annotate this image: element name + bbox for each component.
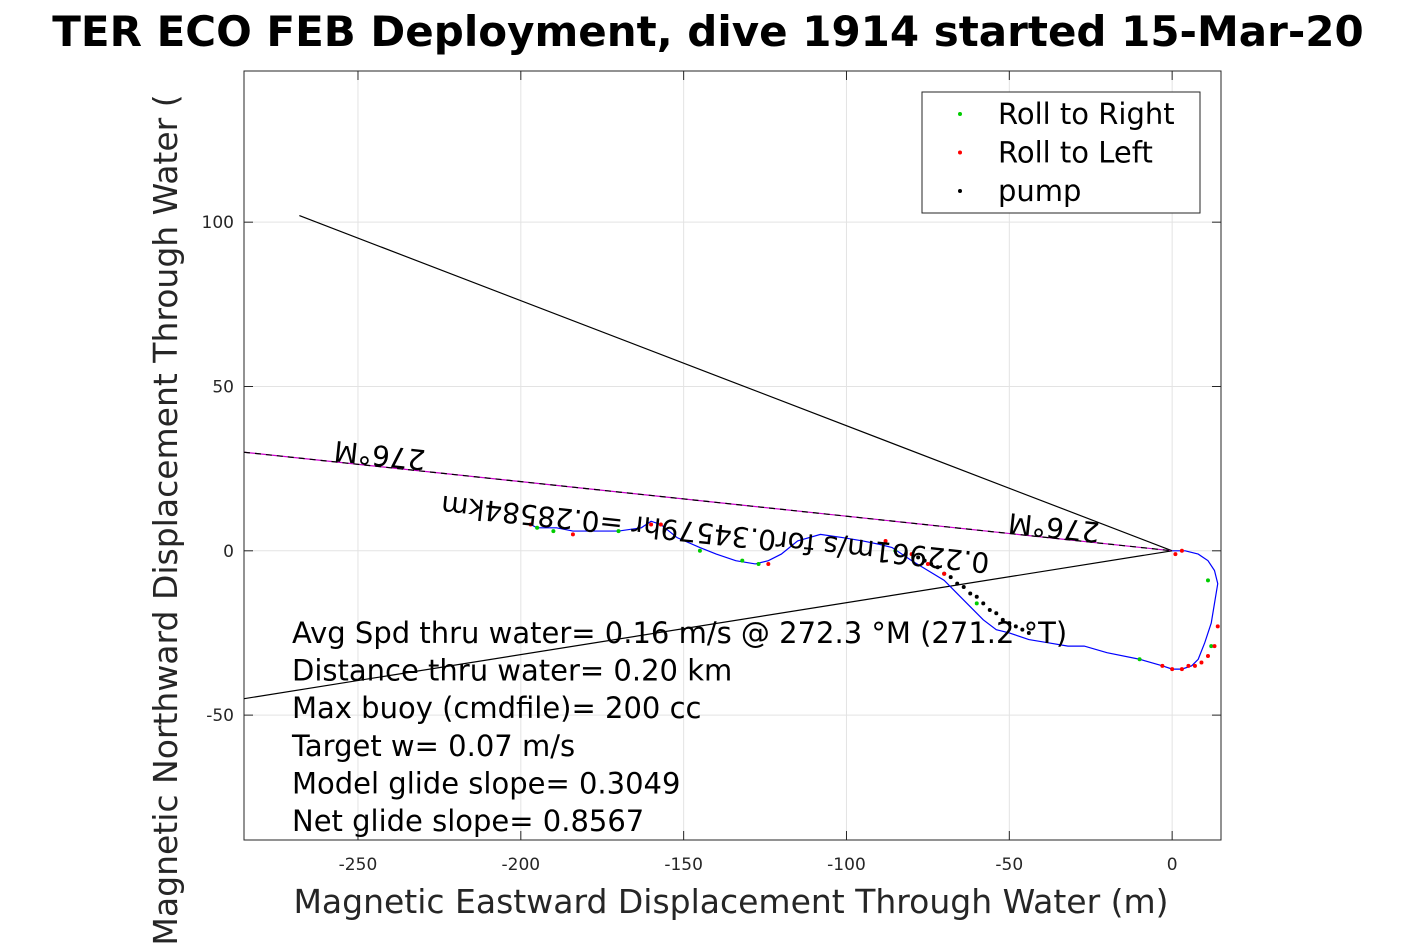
legend-label: Roll to Left <box>998 136 1153 170</box>
roll-right-point <box>697 548 702 553</box>
reference-line <box>299 215 1173 552</box>
roll-left-point <box>1170 667 1175 672</box>
pump-point <box>1013 624 1018 629</box>
legend-label: pump <box>998 174 1081 208</box>
roll-left-point <box>1212 644 1217 649</box>
legend-marker <box>958 150 962 155</box>
x-tick-label: 0 <box>1167 855 1178 875</box>
stat-line: Distance thru water= 0.20 km <box>292 654 732 688</box>
x-tick-label: -150 <box>664 855 703 875</box>
legend-label: Roll to Right <box>998 97 1175 131</box>
pump-point <box>961 584 966 589</box>
x-tick-label: -100 <box>827 855 866 875</box>
pump-point <box>1000 617 1005 622</box>
roll-left-point <box>1199 660 1204 665</box>
roll-left-point <box>1179 667 1184 672</box>
pump-point <box>981 601 986 606</box>
line-annotation: 276°M <box>333 434 428 476</box>
roll-right-point <box>535 525 540 530</box>
stat-line: Model glide slope= 0.3049 <box>292 766 680 800</box>
pump-point <box>1007 621 1012 626</box>
pump-point <box>994 611 999 616</box>
legend: Roll to Right Roll to Left pump <box>921 91 1201 214</box>
roll-right-point <box>1209 644 1214 649</box>
roll-left-point <box>1173 552 1178 557</box>
roll-right-point <box>740 558 745 563</box>
roll-left-point <box>570 532 575 537</box>
y-tick-label: 50 <box>212 377 234 397</box>
roll-left-point <box>658 522 663 527</box>
roll-right-point <box>756 561 761 566</box>
legend-marker <box>958 112 962 116</box>
pump-point <box>955 581 960 586</box>
roll-left-point <box>925 561 930 566</box>
y-tick-label: 100 <box>202 213 234 233</box>
pump-point <box>1020 627 1025 632</box>
plot-frame <box>243 70 1222 841</box>
stat-line: Target w= 0.07 m/s <box>291 729 575 763</box>
roll-right-point <box>1205 578 1210 583</box>
line-annotation: 276°M <box>1007 506 1102 548</box>
stat-line: Avg Spd thru water= 0.16 m/s @ 272.3 °M … <box>292 616 1067 650</box>
pump-point <box>935 565 940 570</box>
roll-left-point <box>1186 663 1191 668</box>
y-tick-label: -50 <box>206 706 234 726</box>
pump-point <box>916 555 921 560</box>
x-tick-label: -250 <box>339 855 378 875</box>
roll-right-point <box>1137 657 1142 662</box>
legend-box <box>921 91 1201 214</box>
pump-point <box>948 575 953 580</box>
roll-left-point <box>766 561 771 566</box>
roll-left-point <box>909 552 914 557</box>
chart-title: TER ECO FEB Deployment, dive 1914 starte… <box>52 7 1363 56</box>
track-line <box>530 520 1219 670</box>
pump-point <box>987 607 992 612</box>
x-tick-label: -50 <box>995 855 1023 875</box>
roll-left-point <box>942 571 947 576</box>
roll-left-point <box>1179 548 1184 553</box>
roll-left-point <box>883 538 888 543</box>
stats-block: Avg Spd thru water= 0.16 m/s @ 272.3 °M … <box>291 616 1067 838</box>
roll-left-point <box>528 522 533 527</box>
roll-right-point <box>974 601 979 606</box>
reference-line <box>244 451 1173 552</box>
roll-right-point <box>893 548 898 553</box>
y-axis-label: Magnetic Northward Displacement Through … <box>146 94 185 945</box>
x-tick-label: -200 <box>502 855 541 875</box>
roll-right-point <box>616 529 621 534</box>
pump-point <box>1026 630 1031 635</box>
pump-point <box>929 561 934 566</box>
roll-left-point <box>1192 663 1197 668</box>
roll-left-point <box>1205 653 1210 658</box>
reference-line <box>244 550 1173 700</box>
roll-left-point <box>1160 663 1165 668</box>
legend-marker <box>958 189 962 193</box>
y-tick-label: 0 <box>223 542 234 562</box>
roll-left-point <box>649 522 654 527</box>
stat-line: Max buoy (cmdfile)= 200 cc <box>292 691 701 725</box>
pump-point <box>974 594 979 599</box>
stat-line: Net glide slope= 0.8567 <box>292 804 644 838</box>
pump-point <box>922 558 927 563</box>
roll-left-point <box>1215 624 1220 629</box>
pump-point <box>968 591 973 596</box>
roll-right-point <box>551 529 556 534</box>
x-axis-label: Magnetic Eastward Displacement Through W… <box>293 882 1168 921</box>
